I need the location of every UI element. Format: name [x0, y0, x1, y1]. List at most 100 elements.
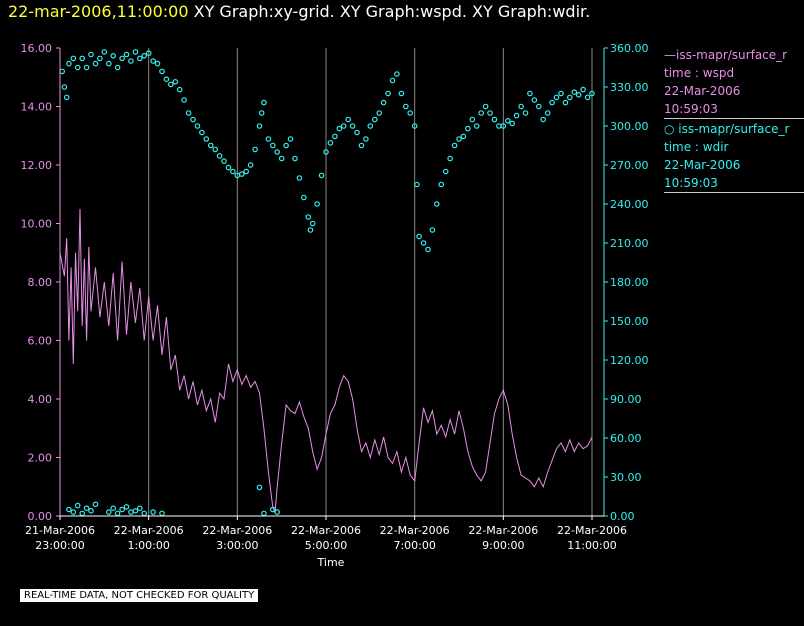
data-point-wdir — [114, 510, 121, 517]
y-right-tick-label: 270.00 — [610, 159, 649, 172]
data-point-wdir — [207, 142, 214, 149]
data-point-wdir — [61, 84, 68, 90]
data-point-wdir — [97, 55, 103, 62]
data-point-wdir — [110, 505, 117, 512]
data-point-wdir — [332, 133, 338, 140]
data-point-wdir — [150, 509, 156, 515]
x-tick-label-time: 7:00:00 — [393, 539, 435, 552]
data-point-wdir — [376, 110, 383, 116]
data-point-wdir — [407, 110, 414, 116]
data-point-wdir — [230, 168, 236, 175]
y-right-tick-label: 240.00 — [610, 198, 649, 211]
data-point-wdir — [307, 227, 314, 233]
data-point-wdir — [163, 76, 170, 83]
legend-separator — [664, 118, 804, 119]
y-right-tick-label: 360.00 — [610, 42, 649, 55]
legend-wdir-var: time : wdir — [664, 140, 729, 154]
data-point-wdir — [513, 112, 520, 119]
data-point-wdir — [92, 60, 99, 67]
data-point-wdir — [106, 60, 112, 67]
data-point-wdir — [323, 149, 329, 155]
y-right-tick-label: 180.00 — [610, 276, 649, 289]
data-point-wdir — [269, 142, 276, 149]
data-point-wdir — [79, 510, 86, 517]
data-point-wdir — [283, 142, 289, 149]
legend-wdir-date: 22-Mar-2006 — [664, 158, 741, 172]
data-point-wdir — [274, 149, 281, 155]
data-point-wdir — [540, 116, 547, 123]
data-point-wdir — [394, 71, 400, 77]
data-point-wdir — [433, 201, 440, 207]
title-graphs: XY Graph:xy-grid. XY Graph:wspd. XY Grap… — [193, 2, 591, 21]
legend-wspd-series: —iss-mapr/surface_r — [664, 48, 788, 62]
x-tick-label-time: 23:00:00 — [35, 539, 84, 552]
data-point-wdir — [487, 110, 493, 116]
data-point-wdir — [128, 509, 134, 515]
data-point-wdir — [265, 136, 272, 142]
legend-wdir-time: 10:59:03 — [664, 176, 718, 190]
data-point-wdir — [327, 140, 334, 146]
y-left-tick-label: 10.00 — [21, 218, 53, 231]
y-right-tick-label: 150.00 — [610, 315, 649, 328]
data-point-wdir — [363, 136, 369, 142]
data-point-wdir — [92, 501, 99, 508]
data-point-wdir — [83, 505, 90, 512]
x-tick-label-date: 22-Mar-2006 — [468, 524, 538, 537]
x-tick-label-date: 22-Mar-2006 — [557, 524, 627, 537]
data-point-wdir — [571, 89, 578, 96]
data-point-wdir — [478, 110, 485, 116]
data-point-wdir — [420, 240, 427, 246]
data-point-wdir — [296, 175, 303, 181]
y-left-tick-label: 0.00 — [28, 510, 53, 523]
data-point-wdir — [137, 55, 143, 62]
data-point-wdir — [269, 506, 276, 513]
y-left-tick-label: 4.00 — [28, 393, 53, 406]
data-point-wdir — [243, 168, 250, 175]
data-point-wdir — [429, 227, 436, 233]
data-point-wdir — [258, 110, 265, 116]
data-point-wdir — [292, 155, 298, 162]
data-point-wdir — [256, 123, 263, 129]
data-point-wdir — [221, 158, 227, 164]
data-point-wdir — [345, 116, 352, 123]
x-tick-label-date: 21-Mar-2006 — [25, 524, 95, 537]
series-layer — [59, 49, 595, 517]
data-point-wdir — [278, 155, 285, 162]
data-point-wdir — [70, 55, 77, 62]
data-point-wdir — [83, 64, 90, 71]
data-point-wdir — [119, 55, 125, 62]
data-point-wdir — [114, 64, 121, 71]
data-point-wdir — [336, 125, 343, 132]
data-point-wdir — [154, 60, 161, 67]
data-point-wdir — [216, 153, 223, 159]
data-point-wdir — [482, 103, 489, 110]
y-left-tick-label: 16.00 — [21, 42, 53, 55]
legend-wspd-time: 10:59:03 — [664, 102, 718, 116]
data-point-wdir — [371, 116, 378, 123]
data-point-wdir — [185, 110, 192, 116]
data-point-wdir — [473, 123, 480, 129]
data-point-wdir — [141, 510, 148, 517]
data-point-wdir — [159, 68, 165, 75]
data-point-wdir — [70, 509, 77, 515]
legend-wdir-series: ○ iss-mapr/surface_r — [664, 122, 790, 136]
data-point-wdir — [145, 50, 152, 57]
y-right-tick-label: 300.00 — [610, 120, 649, 133]
data-point-wdir — [159, 510, 165, 517]
data-point-wdir — [349, 123, 356, 129]
x-axis-label: Time — [317, 556, 345, 569]
data-point-wdir — [438, 181, 445, 188]
data-point-wdir — [575, 92, 582, 98]
y-right-tick-label: 60.00 — [610, 432, 642, 445]
legend-wspd-var: time : wspd — [664, 66, 735, 80]
y-right-tick-label: 120.00 — [610, 354, 649, 367]
data-point-wdir — [150, 58, 156, 64]
y-right-tick-label: 0.00 — [610, 510, 635, 523]
y-left-tick-label: 8.00 — [28, 276, 53, 289]
data-point-wdir — [274, 509, 281, 515]
data-point-wdir — [212, 146, 219, 153]
data-point-wdir — [123, 51, 130, 58]
legend-wdir: ○ iss-mapr/surface_r time : wdir 22-Mar-… — [664, 120, 804, 192]
data-point-wdir — [314, 201, 320, 207]
